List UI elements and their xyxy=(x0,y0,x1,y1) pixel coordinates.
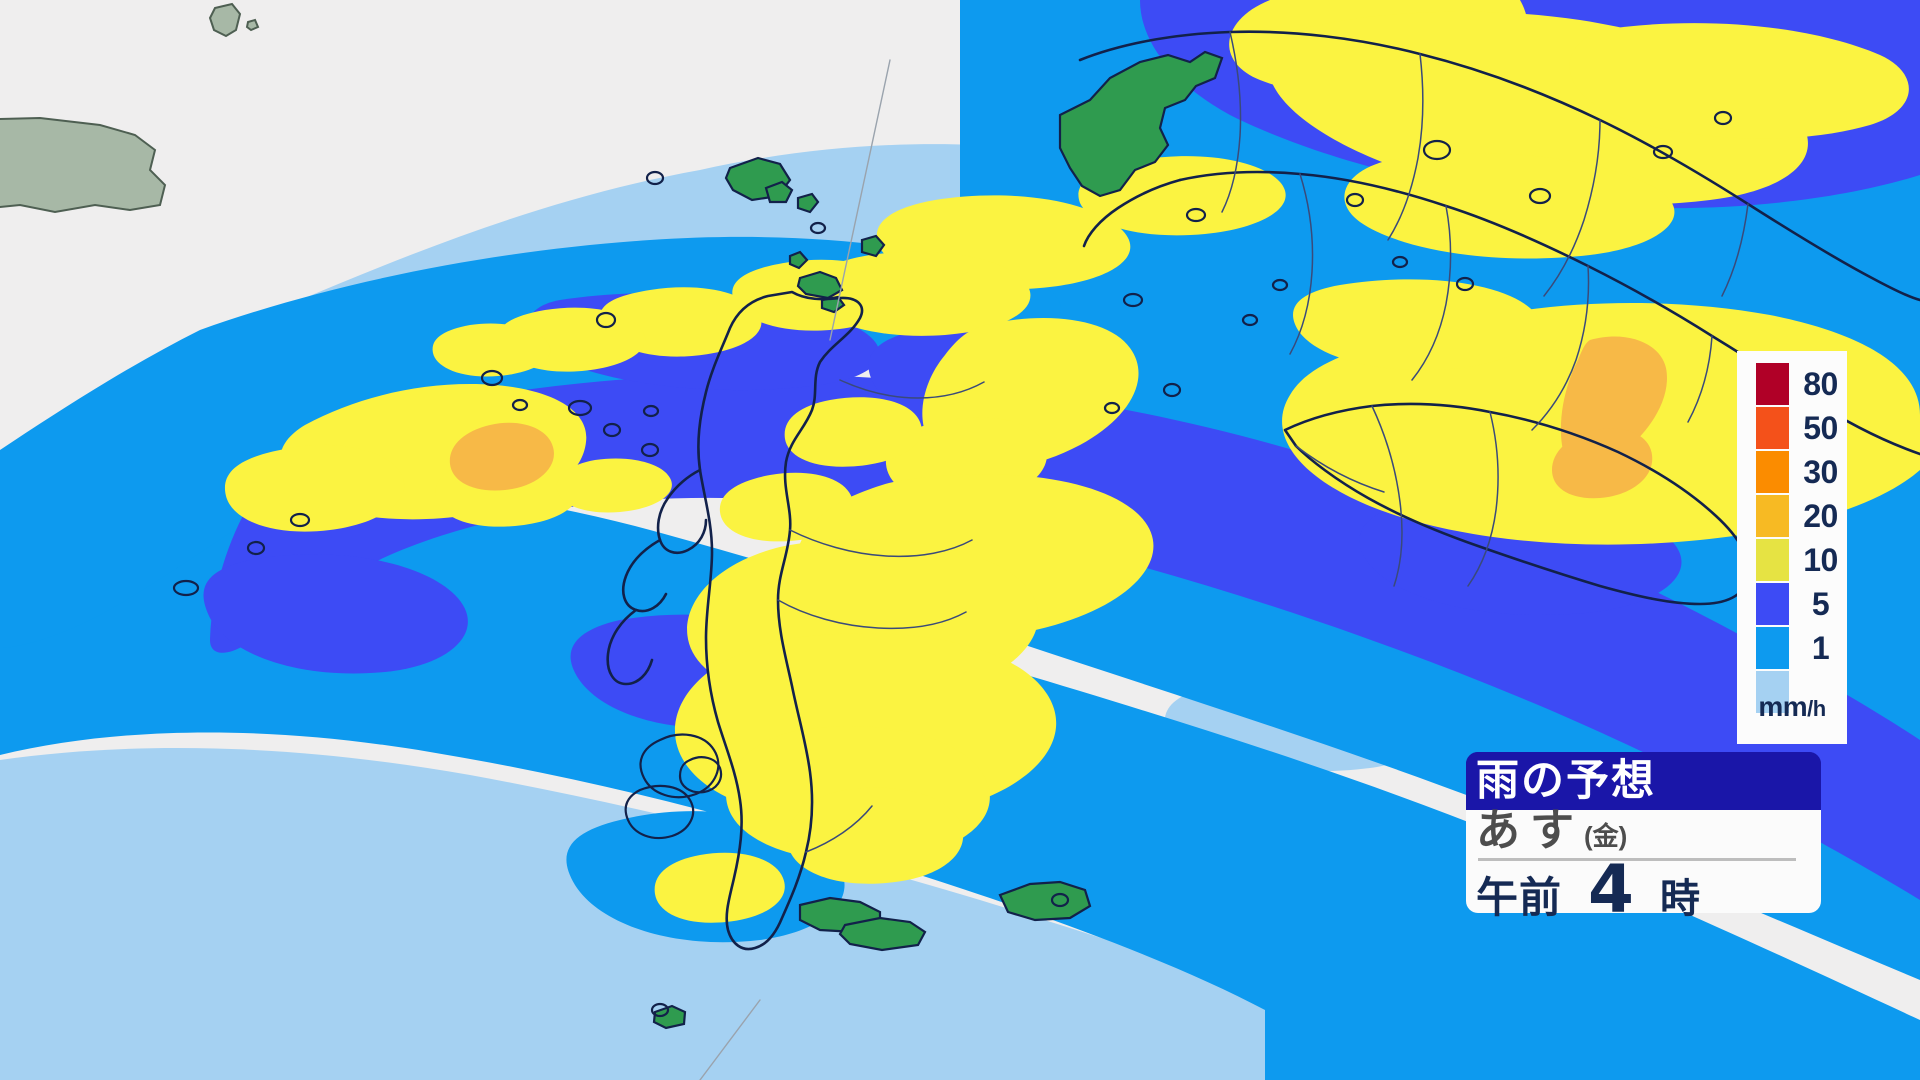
forecast-day-label: あす xyxy=(1476,805,1584,856)
legend-label-20: 20 xyxy=(1803,498,1838,534)
legend-label-1: 1 xyxy=(1811,630,1830,666)
forecast-day-row: あす(金) xyxy=(1476,804,1811,856)
legend-unit-label: mm/h xyxy=(1737,691,1847,723)
legend-unit-prefix: mm xyxy=(1758,691,1808,722)
rain-band-30mm xyxy=(449,336,1667,499)
small-island-outlines xyxy=(172,110,1733,1018)
legend-chip-80 xyxy=(1756,363,1789,405)
legend-label-5: 5 xyxy=(1811,586,1830,622)
legend-value-labels: 80 50 30 20 10 5 1 xyxy=(1794,363,1847,671)
forecast-panel-title: 雨の予想 xyxy=(1476,756,1656,806)
legend-unit-suffix: /h xyxy=(1807,696,1826,721)
legend-chip-5 xyxy=(1756,583,1789,625)
legend-label-80: 80 xyxy=(1803,366,1838,402)
legend-chip-30 xyxy=(1756,451,1789,493)
overseas-landmass xyxy=(0,2,260,214)
legend-chip-10 xyxy=(1756,539,1789,581)
legend-label-10: 10 xyxy=(1803,542,1838,578)
forecast-hour-value: 4 xyxy=(1588,851,1634,928)
legend-chip-0 xyxy=(1756,671,1789,713)
legend-color-chips xyxy=(1756,363,1789,713)
forecast-day-of-week: (金) xyxy=(1584,821,1628,851)
green-land-areas xyxy=(652,50,1224,1030)
forecast-time-row: 午前 4 時 xyxy=(1476,856,1816,922)
forecast-panel-header: 雨の予想 xyxy=(1466,752,1821,810)
forecast-hour-suffix: 時 xyxy=(1659,876,1700,922)
legend-chip-1 xyxy=(1756,627,1789,669)
legend-label-50: 50 xyxy=(1803,410,1838,446)
forecast-panel-divider xyxy=(1478,858,1796,861)
forecast-ampm-label: 午前 xyxy=(1476,873,1563,922)
rainfall-legend: 80 50 30 20 10 5 1 mm/h xyxy=(1737,351,1847,744)
legend-chip-20 xyxy=(1756,495,1789,537)
legend-chip-50 xyxy=(1756,407,1789,449)
legend-label-30: 30 xyxy=(1803,454,1838,490)
forecast-panel-body: あす(金) 午前 4 時 xyxy=(1466,805,1821,923)
